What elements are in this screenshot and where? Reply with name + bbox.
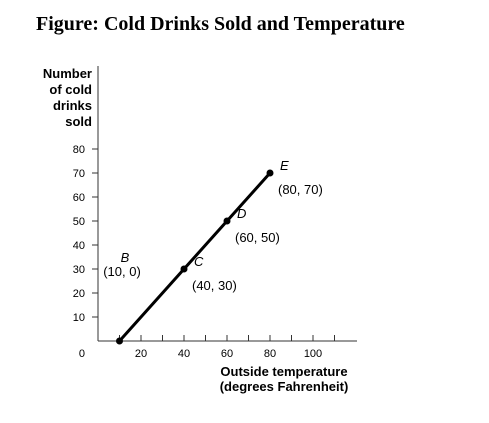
y-tick-label: 30 (73, 264, 85, 276)
y-tick-label: 50 (73, 216, 85, 228)
x-tick-label: 60 (221, 348, 233, 360)
data-point-D (223, 217, 231, 225)
x-axis-title-line: (degrees Fahrenheit) (220, 379, 349, 394)
y-axis-title-line: of cold (49, 82, 92, 97)
y-tick-label: 10 (73, 312, 85, 324)
point-coords-B: (10, 0) (103, 264, 141, 279)
axes (97, 66, 357, 342)
tick-labels: 10 20 30 40 50 60 70 80 0 20 40 60 80 100 (73, 144, 322, 360)
y-axis-title-line: Number (43, 66, 92, 81)
ticks (92, 148, 335, 341)
point-coords-C: (40, 30) (192, 278, 237, 293)
figure-title: Figure: Cold Drinks Sold and Temperature (36, 13, 405, 35)
series-line (118, 171, 272, 343)
data-series (118, 171, 272, 343)
data-point-C (180, 265, 188, 273)
point-name-E: E (280, 158, 289, 173)
y-axis-title-line: sold (65, 114, 92, 129)
data-point-B (116, 337, 123, 345)
x-tick-label: 0 (79, 348, 85, 360)
x-tick-label: 100 (304, 348, 322, 360)
data-point-E (266, 169, 274, 177)
x-axis-title-line: Outside temperature (220, 364, 347, 379)
y-axis-title-line: drinks (53, 98, 92, 113)
point-labels: B(10, 0) C (40, 30) D (60, 50) E (80, 70) (103, 158, 323, 293)
x-tick-label: 20 (135, 348, 147, 360)
x-tick-label: 40 (178, 348, 190, 360)
point-coords-D: (60, 50) (235, 230, 280, 245)
y-tick-label: 60 (73, 192, 85, 204)
y-tick-label: 20 (73, 288, 85, 300)
y-tick-label: 80 (73, 144, 85, 156)
point-coords-E: (80, 70) (278, 182, 323, 197)
point-name-D: D (237, 206, 246, 221)
point-name-B: B (121, 250, 130, 265)
y-tick-label: 40 (73, 240, 85, 252)
x-tick-label: 80 (264, 348, 276, 360)
y-tick-label: 70 (73, 168, 85, 180)
point-name-C: C (194, 254, 204, 269)
data-points (116, 169, 274, 345)
